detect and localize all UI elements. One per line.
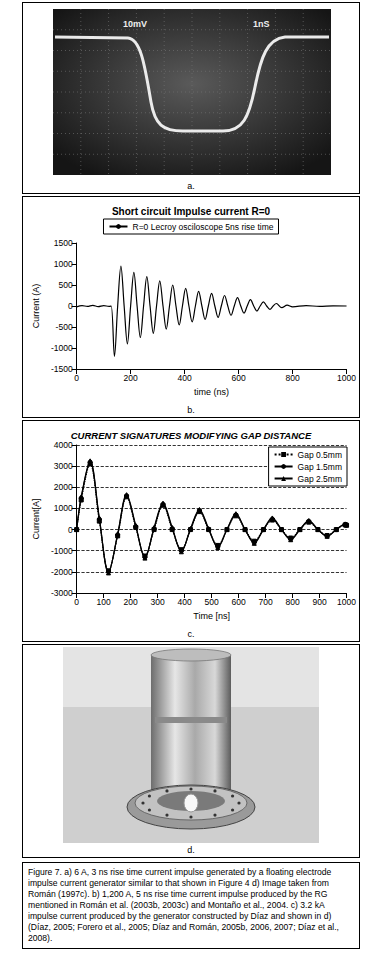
svg-text:0: 0 (74, 373, 79, 383)
svg-text:600: 600 (231, 597, 245, 607)
svg-text:Current (A): Current (A) (31, 284, 41, 329)
svg-text:400: 400 (178, 373, 192, 383)
svg-text:200: 200 (124, 373, 138, 383)
svg-text:1000: 1000 (54, 503, 73, 513)
svg-text:3000: 3000 (54, 461, 73, 471)
svg-text:-1000: -1000 (51, 546, 73, 556)
svg-text:400: 400 (178, 597, 192, 607)
svg-text:200: 200 (124, 597, 138, 607)
svg-text:4000: 4000 (54, 440, 73, 450)
svg-text:0: 0 (74, 597, 79, 607)
html-text:Figure 7. a) 6 A, 3 ns rise ti: Figure 7. a) 6 A, 3 ns rise time current… (28, 867, 339, 943)
svg-text:-2000: -2000 (51, 567, 73, 577)
svg-text:300: 300 (151, 597, 165, 607)
svg-text:Gap 2.5mm: Gap 2.5mm (298, 474, 342, 484)
svg-text:900: 900 (312, 597, 326, 607)
svg-text:Short circuit Impulse current: Short circuit Impulse current R=0 (112, 206, 271, 217)
svg-text:1000: 1000 (337, 373, 356, 383)
svg-text:Time [ns]: Time [ns] (193, 611, 230, 621)
svg-text:100: 100 (97, 597, 111, 607)
html-text:c.: c. (187, 629, 195, 639)
svg-text:R=0 Lecroy osciloscope 5ns ris: R=0 Lecroy osciloscope 5ns rise time (132, 222, 273, 232)
svg-text:700: 700 (258, 597, 272, 607)
svg-text:800: 800 (285, 597, 299, 607)
svg-text:500: 500 (58, 280, 72, 290)
svg-text:-500: -500 (56, 322, 73, 332)
svg-text:1000: 1000 (337, 597, 356, 607)
html-text:b.: b. (187, 405, 195, 415)
svg-text:1500: 1500 (54, 238, 73, 248)
svg-text:-1000: -1000 (51, 343, 73, 353)
svg-text:-3000: -3000 (51, 588, 73, 598)
svg-text:1nS: 1nS (253, 19, 270, 29)
svg-text:Gap 0.5mm: Gap 0.5mm (298, 450, 342, 460)
svg-text:Gap 1.5mm: Gap 1.5mm (298, 462, 342, 472)
svg-text:CURRENT SIGNATURES MODIFYING G: CURRENT SIGNATURES MODIFYING GAP DISTANC… (71, 430, 312, 441)
svg-text:-1500: -1500 (51, 364, 73, 374)
html-text:a.: a. (187, 181, 195, 191)
svg-text:0: 0 (68, 525, 73, 535)
svg-text:800: 800 (285, 373, 299, 383)
svg-text:time (ns): time (ns) (194, 387, 229, 397)
svg-text:1000: 1000 (54, 259, 73, 269)
svg-text:600: 600 (231, 373, 245, 383)
svg-text:10mV: 10mV (123, 19, 147, 29)
svg-text:Current[A]: Current[A] (31, 498, 41, 539)
svg-text:0: 0 (68, 301, 73, 311)
html-text:d.: d. (187, 845, 195, 855)
svg-text:2000: 2000 (54, 482, 73, 492)
svg-text:500: 500 (204, 597, 218, 607)
